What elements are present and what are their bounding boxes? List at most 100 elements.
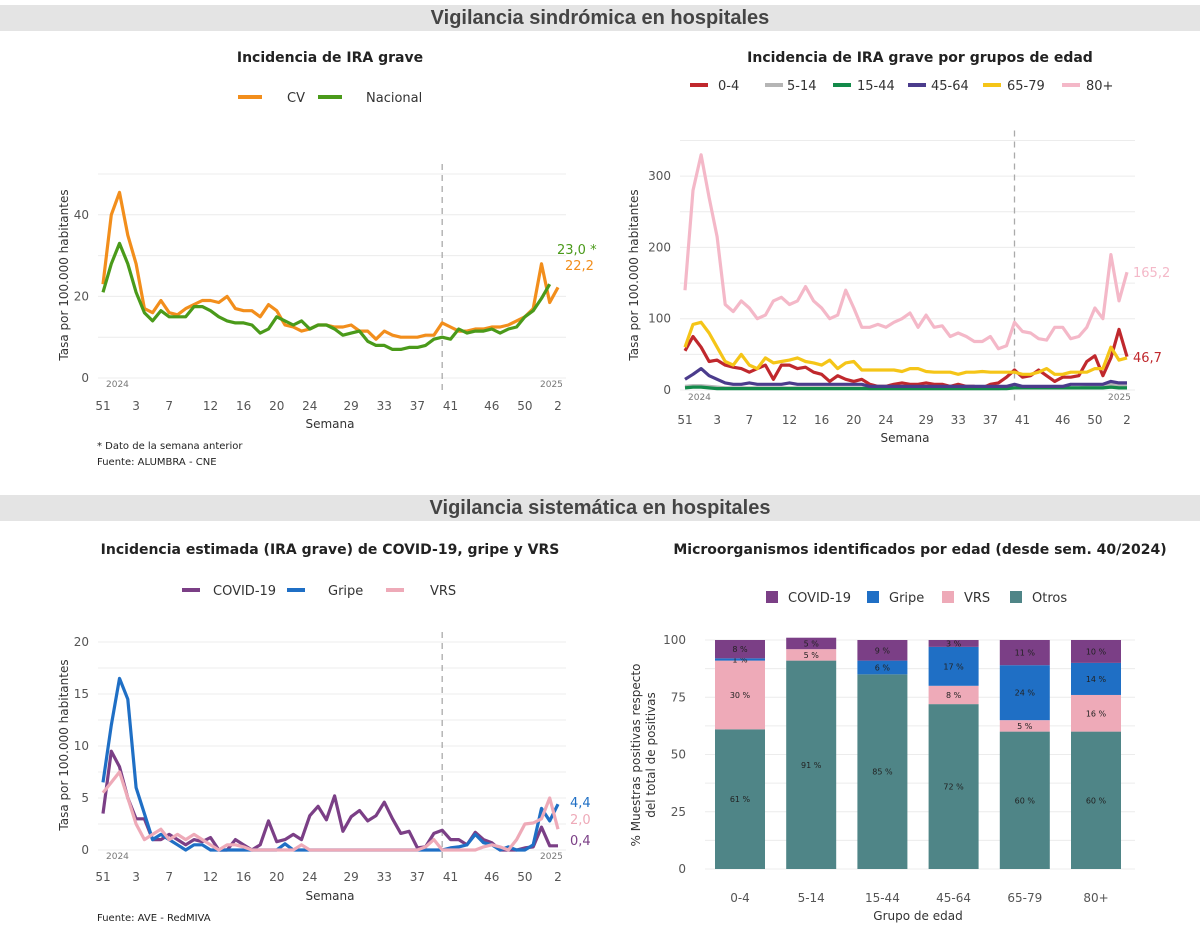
- bar-segment-covid-19: [999, 640, 1050, 666]
- legend-label-vrs: VRS: [430, 584, 456, 599]
- chart-title: Incidencia de IRA grave por grupos de ed…: [747, 50, 1093, 66]
- bar-segment-vrs: [1071, 694, 1121, 732]
- series-line-65-79: [683, 320, 1128, 376]
- bar-value-label: 91 %: [801, 761, 822, 770]
- y-tick-label: 300: [648, 169, 671, 183]
- bar-value-label: 30 %: [730, 691, 751, 700]
- y-tick-label: 15: [74, 687, 89, 701]
- y-tick-label: 5: [81, 791, 89, 805]
- bar-value-label: 6 %: [875, 663, 891, 672]
- y-tick-label: 75: [671, 690, 686, 704]
- x-tick-label: 29: [344, 399, 359, 413]
- y-tick-label: 40: [74, 208, 89, 222]
- chart-microorganismos-edad: Microorganismos identificados por edad (…: [629, 542, 1167, 923]
- bar-segment-gripe: [857, 660, 908, 675]
- y-tick-label: 20: [74, 635, 89, 649]
- y-axis-label-line1: % Muestras positivas respecto: [629, 664, 643, 847]
- bar-segment-otros: [1071, 731, 1121, 869]
- bar-value-label: 10 %: [1086, 647, 1107, 656]
- x-tick-label: 50: [517, 870, 532, 884]
- x-tick-label: 50: [1087, 413, 1102, 427]
- chart-title: Incidencia de IRA grave: [237, 50, 423, 66]
- y-axis-label-line2: del total de positivas: [644, 692, 658, 818]
- x-tick-label: 46: [484, 870, 499, 884]
- legend-label-nacional: Nacional: [366, 91, 422, 106]
- section-header-syndromic: Vigilancia sindrómica en hospitales: [0, 5, 1200, 31]
- x-tick-label: 16: [236, 399, 251, 413]
- x-tick-label: 29: [344, 870, 359, 884]
- x-tick-label: 37: [410, 870, 425, 884]
- y-tick-label: 25: [671, 805, 686, 819]
- end-label-vrs: 2,0: [570, 813, 591, 828]
- x-tick-label: 50: [517, 399, 532, 413]
- bar-value-label: 60 %: [1086, 796, 1107, 805]
- source-note: Fuente: ALUMBRA - CNE: [97, 457, 217, 468]
- bar-value-label: 5 %: [804, 639, 820, 648]
- y-tick-label: 200: [648, 240, 671, 254]
- bar-segment-covid-19: [1071, 640, 1121, 663]
- year-label-2025: 2025: [540, 380, 563, 390]
- chart-ira-grave-edad: Incidencia de IRA grave por grupos de ed…: [627, 50, 1170, 445]
- x-tick-label: 33: [377, 870, 392, 884]
- bar-segment-covid-19: [857, 640, 908, 661]
- legend-label-gripe: Gripe: [889, 591, 924, 606]
- x-tick-label: 41: [443, 399, 458, 413]
- series-line-45-64: [684, 367, 1127, 388]
- series-line-nacional: [101, 241, 552, 351]
- bar-value-label: 60 %: [1015, 796, 1036, 805]
- bar-segment-gripe: [1071, 662, 1121, 695]
- x-tick-label: 41: [1015, 413, 1030, 427]
- end-label-nacional: 23,0 *: [557, 243, 597, 258]
- y-tick-label: 10: [74, 739, 89, 753]
- bar-segment-covid-19: [786, 637, 837, 650]
- x-tick-label: 5-14: [798, 891, 825, 905]
- series-line-0-4: [683, 327, 1129, 390]
- x-tick-label: 37: [410, 399, 425, 413]
- bar-value-label: 8 %: [732, 645, 748, 654]
- x-tick-label: 20: [846, 413, 861, 427]
- x-tick-label: 3: [713, 413, 721, 427]
- legend-swatch-vrs: [942, 591, 954, 603]
- x-tick-label: 20: [269, 399, 284, 413]
- chart-ira-grave: Incidencia de IRA grave CV Nacional Tasa…: [57, 50, 597, 468]
- x-tick-label: 80+: [1083, 891, 1108, 905]
- bar-value-label: 9 %: [875, 646, 891, 655]
- x-tick-label: 45-64: [936, 891, 971, 905]
- y-tick-label: 0: [678, 862, 686, 876]
- x-tick-label: 12: [203, 870, 218, 884]
- end-label-0-4: 46,7: [1133, 351, 1162, 366]
- x-tick-label: 7: [165, 399, 173, 413]
- bar-value-label: 85 %: [872, 768, 893, 777]
- year-label-2025: 2025: [1108, 393, 1131, 403]
- bar-segment-otros: [999, 731, 1050, 869]
- bar-value-label: 8 %: [946, 691, 962, 700]
- bar-value-label: 5 %: [1017, 722, 1033, 731]
- x-tick-label: 3: [132, 870, 140, 884]
- legend-label-45-64: 45-64: [931, 79, 969, 94]
- chart-covid-gripe-vrs: Incidencia estimada (IRA grave) de COVID…: [57, 542, 591, 924]
- bar-segment-otros: [928, 704, 979, 869]
- legend-label-gripe: Gripe: [328, 584, 363, 599]
- x-tick-label: 24: [878, 413, 893, 427]
- bar-value-label: 3 %: [946, 639, 962, 648]
- legend-label-otros: Otros: [1032, 591, 1067, 606]
- year-label-2025: 2025: [540, 852, 563, 862]
- x-tick-label: 29: [918, 413, 933, 427]
- bar-value-label: 14 %: [1086, 675, 1107, 684]
- bar-segment-otros: [715, 729, 765, 869]
- legend-label-cv: CV: [287, 91, 305, 106]
- source-note: Fuente: AVE - RedMIVA: [97, 913, 211, 924]
- x-tick-label: 7: [165, 870, 173, 884]
- bar-segment-vrs: [715, 660, 765, 730]
- x-tick-label: 37: [983, 413, 998, 427]
- x-tick-label: 0-4: [730, 891, 750, 905]
- legend-label-vrs: VRS: [964, 591, 990, 606]
- end-label-covid-19: 0,4: [570, 834, 591, 849]
- x-tick-label: 41: [443, 870, 458, 884]
- chart-title: Incidencia estimada (IRA grave) de COVID…: [101, 542, 560, 558]
- x-tick-label: 24: [302, 399, 317, 413]
- x-axis-label: Grupo de edad: [873, 909, 962, 923]
- y-axis-label: Tasa por 100.000 habitantes: [57, 659, 71, 831]
- year-label-2024: 2024: [106, 852, 129, 862]
